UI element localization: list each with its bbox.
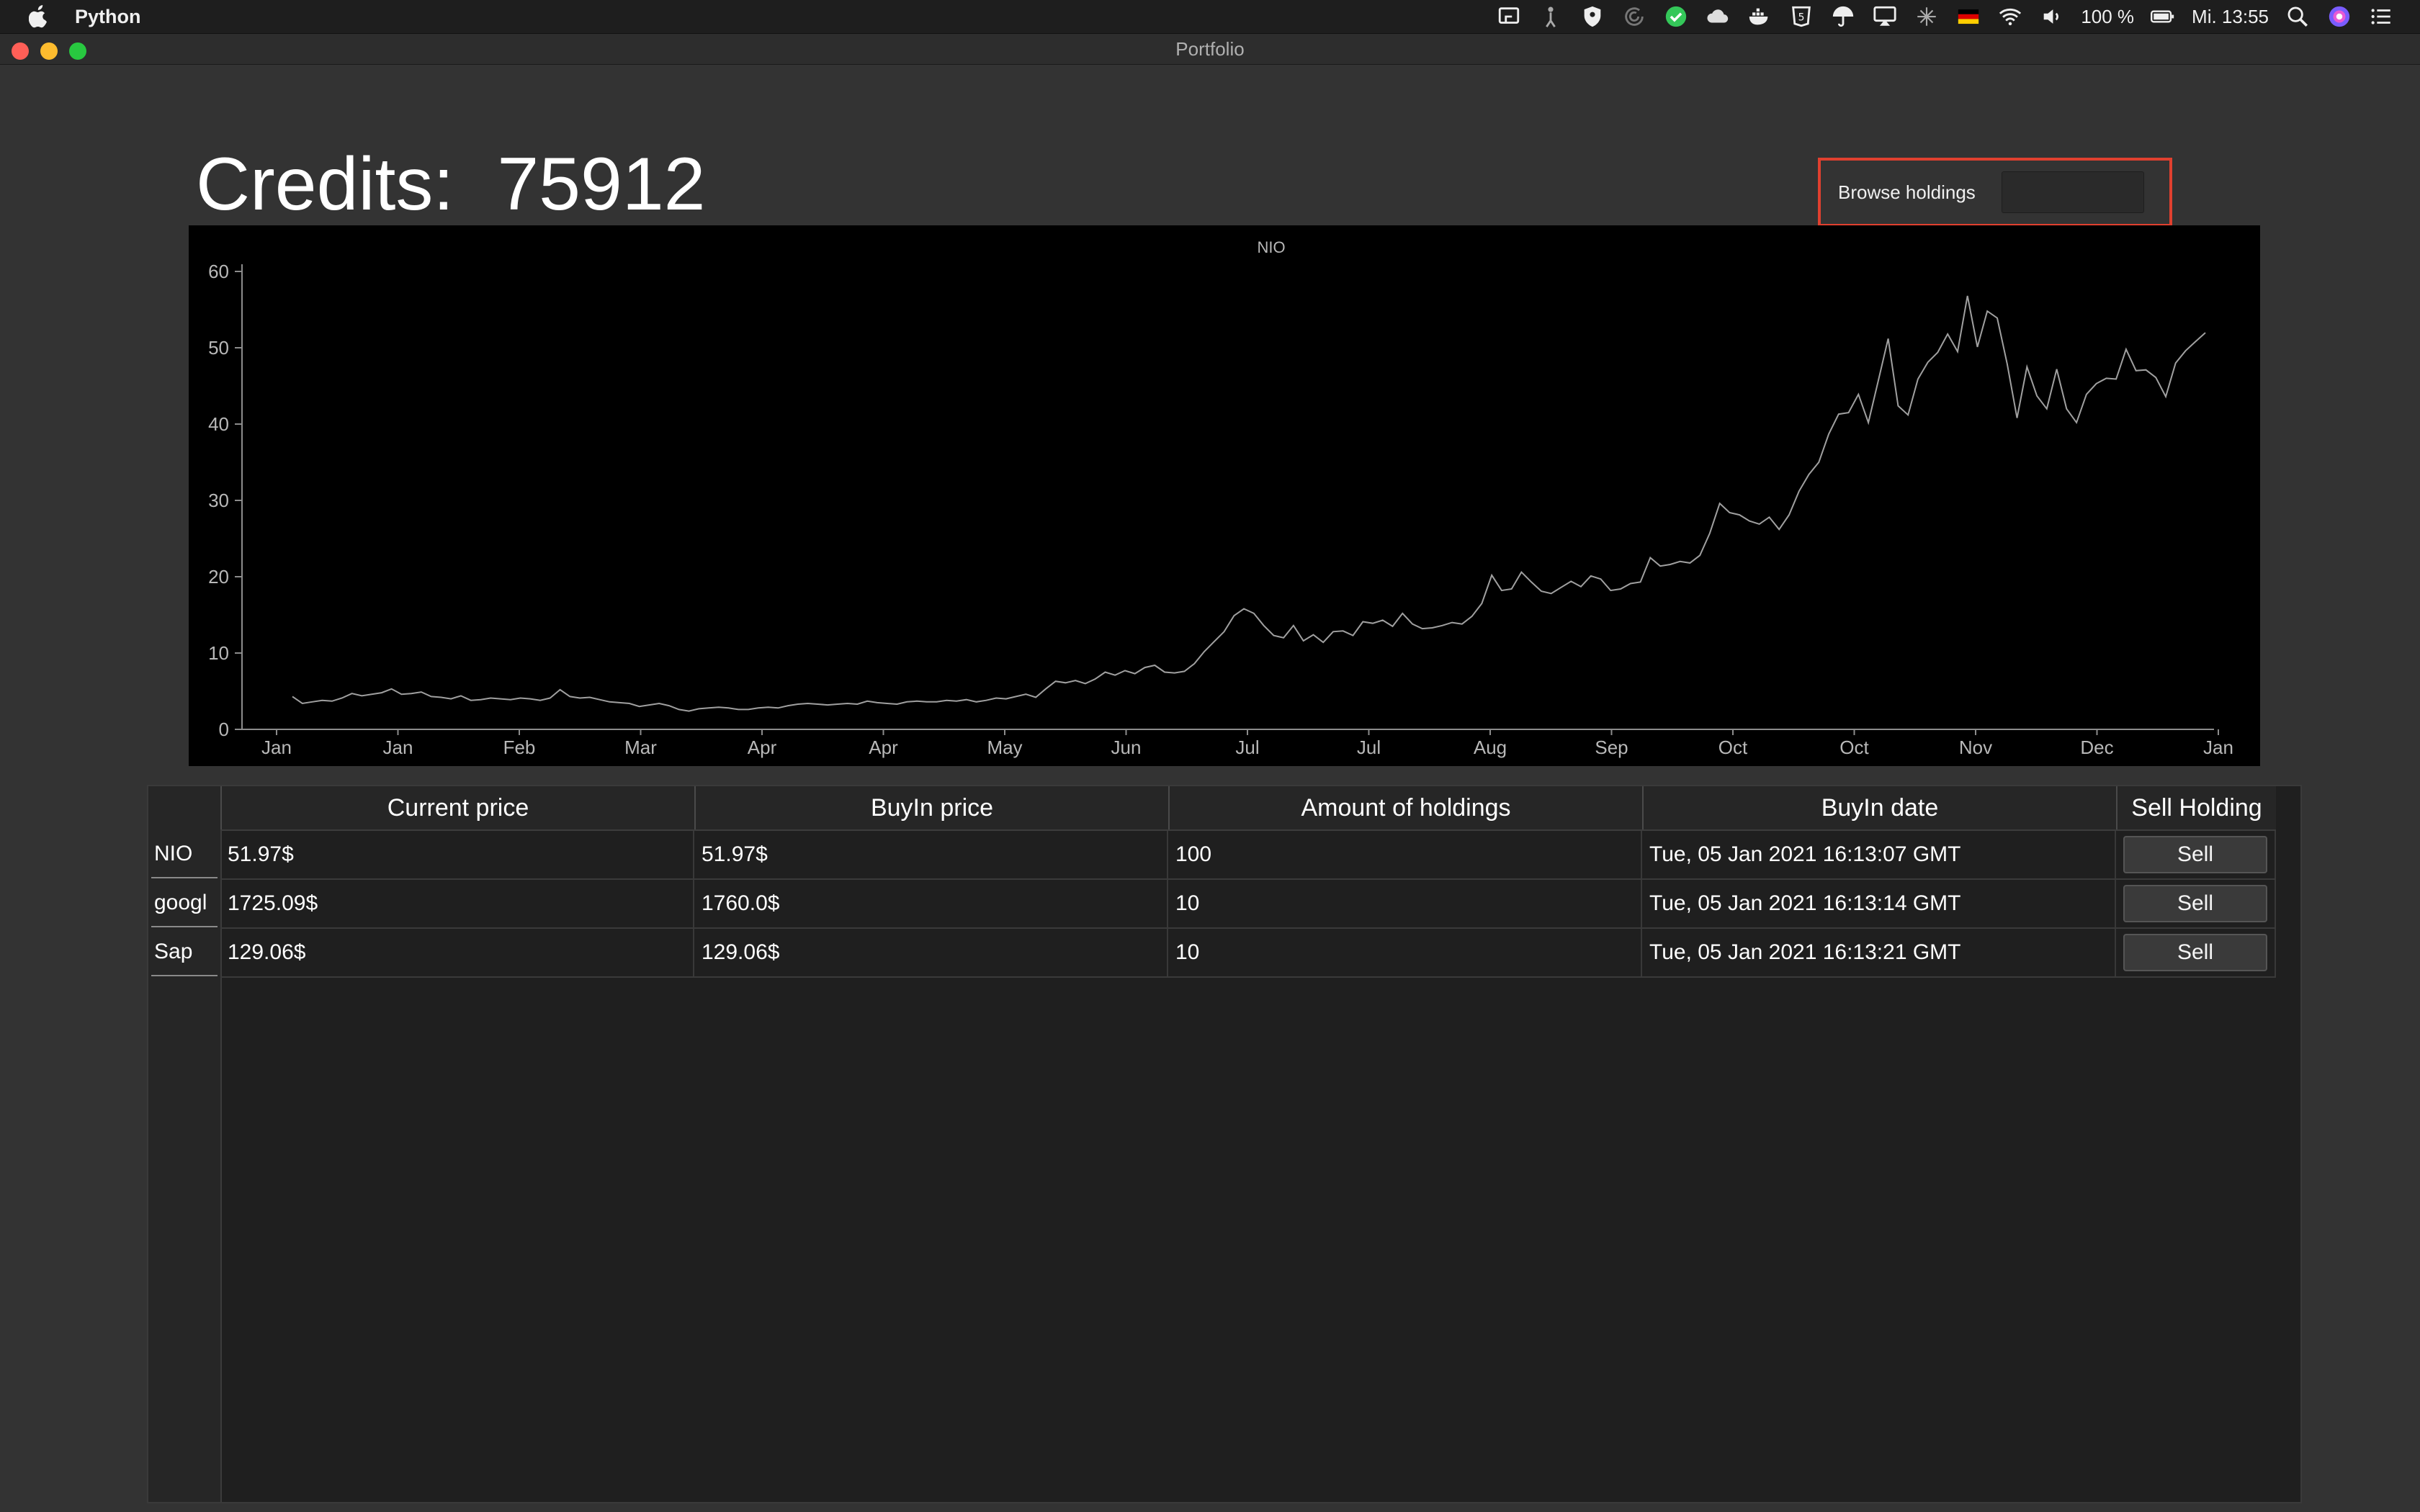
docker-icon[interactable] xyxy=(1747,4,1773,30)
cell-sell: Sell xyxy=(2116,929,2276,976)
price-chart-svg: NIO 0 10 20 30 40 50 60 Jan Jan Feb Mar Apr Apr May Jun… xyxy=(208,238,2233,758)
umbrella-icon[interactable] xyxy=(1830,4,1856,30)
zoom-button[interactable] xyxy=(69,42,86,60)
y-tick-label: 60 xyxy=(208,261,229,282)
spotlight-icon[interactable] xyxy=(2285,4,2311,30)
battery-icon[interactable] xyxy=(2150,4,2176,30)
cell-amount[interactable]: 10 xyxy=(1168,880,1642,927)
cell-amount[interactable]: 100 xyxy=(1168,831,1642,878)
cell-current-price[interactable]: 1725.09$ xyxy=(220,880,694,927)
window-titlebar[interactable]: Portfolio xyxy=(0,34,2420,65)
x-tick-label: Apr xyxy=(869,737,898,758)
x-tick-label: Aug xyxy=(1474,737,1507,758)
x-tick-label: Nov xyxy=(1959,737,1992,758)
y-tick-label: 30 xyxy=(208,490,229,511)
cell-sell: Sell xyxy=(2116,831,2276,878)
cell-buyin-price[interactable]: 51.97$ xyxy=(694,831,1168,878)
price-chart: NIO 0 10 20 30 40 50 60 Jan Jan Feb Mar Apr Apr May Jun… xyxy=(189,225,2260,766)
window-title: Portfolio xyxy=(1175,38,1245,60)
close-button[interactable] xyxy=(12,42,29,60)
minimize-button[interactable] xyxy=(40,42,58,60)
table-header: Current price BuyIn price Amount of hold… xyxy=(220,786,2276,831)
y-tick-label: 10 xyxy=(208,642,229,664)
browse-holdings-label: Browse holdings xyxy=(1838,181,1976,203)
holdings-table: Current price BuyIn price Amount of hold… xyxy=(147,785,2302,1503)
column-header-sell-holding[interactable]: Sell Holding xyxy=(2116,786,2276,829)
row-header-column xyxy=(148,786,222,1502)
column-header-current-price[interactable]: Current price xyxy=(220,786,694,829)
credits-display: Credits: 75912 xyxy=(196,142,706,228)
control-center-icon[interactable] xyxy=(2368,4,2394,30)
html5-icon[interactable]: 5 xyxy=(1788,4,1814,30)
y-tick-label: 40 xyxy=(208,413,229,435)
menu-bar: Python 5 100 % Mi. 13:55 xyxy=(0,0,2420,34)
x-tick-label: Jan xyxy=(383,737,413,758)
accessibility-icon[interactable] xyxy=(1538,4,1564,30)
menu-bar-clock[interactable]: Mi. 13:55 xyxy=(2192,5,2269,27)
x-tick-label: Mar xyxy=(624,737,657,758)
y-tick-label: 20 xyxy=(208,566,229,588)
cell-buyin-date[interactable]: Tue, 05 Jan 2021 16:13:07 GMT xyxy=(1642,831,2116,878)
siri-icon[interactable] xyxy=(2326,4,2352,30)
table-row: googl 1725.09$ 1760.0$ 10 Tue, 05 Jan 20… xyxy=(148,880,2300,929)
cell-buyin-date[interactable]: Tue, 05 Jan 2021 16:13:21 GMT xyxy=(1642,929,2116,976)
german-flag-icon[interactable] xyxy=(1955,4,1981,30)
cell-buyin-price[interactable]: 129.06$ xyxy=(694,929,1168,976)
column-header-buyin-date[interactable]: BuyIn date xyxy=(1642,786,2116,829)
x-tick-label: Jul xyxy=(1357,737,1381,758)
y-tick-label: 50 xyxy=(208,337,229,359)
sell-button[interactable]: Sell xyxy=(2123,934,2267,971)
cell-current-price[interactable]: 51.97$ xyxy=(220,831,694,878)
chart-title: NIO xyxy=(1257,238,1285,256)
x-tick-label: Jan xyxy=(261,737,292,758)
x-tick-label: Apr xyxy=(748,737,777,758)
x-tick-label: Oct xyxy=(1839,737,1869,758)
sell-button[interactable]: Sell xyxy=(2123,836,2267,873)
browse-holdings-input[interactable] xyxy=(2001,171,2144,213)
row-header[interactable]: NIO xyxy=(151,831,218,878)
x-tick-label: Jul xyxy=(1235,737,1259,758)
column-header-amount[interactable]: Amount of holdings xyxy=(1168,786,1642,829)
sell-button[interactable]: Sell xyxy=(2123,885,2267,922)
screen-mirror-icon[interactable] xyxy=(1496,4,1522,30)
row-header[interactable]: googl xyxy=(151,880,218,927)
x-tick-label: Sep xyxy=(1595,737,1628,758)
svg-text:5: 5 xyxy=(1798,12,1805,24)
y-tick-label: 0 xyxy=(219,719,229,740)
cell-sell: Sell xyxy=(2116,880,2276,927)
x-tick-label: Jan xyxy=(2203,737,2233,758)
x-tick-label: Feb xyxy=(503,737,536,758)
column-header-buyin-price[interactable]: BuyIn price xyxy=(694,786,1168,829)
cell-buyin-date[interactable]: Tue, 05 Jan 2021 16:13:14 GMT xyxy=(1642,880,2116,927)
volume-icon[interactable] xyxy=(2039,4,2065,30)
x-tick-label: Oct xyxy=(1718,737,1748,758)
browse-holdings-group: Browse holdings xyxy=(1818,158,2172,227)
apple-icon[interactable] xyxy=(29,5,49,28)
x-tick-label: May xyxy=(987,737,1022,758)
table-row: Sap 129.06$ 129.06$ 10 Tue, 05 Jan 2021 … xyxy=(148,929,2300,978)
cell-current-price[interactable]: 129.06$ xyxy=(220,929,694,976)
cell-amount[interactable]: 10 xyxy=(1168,929,1642,976)
series-line xyxy=(292,295,2206,712)
table-row: NIO 51.97$ 51.97$ 100 Tue, 05 Jan 2021 1… xyxy=(148,831,2300,880)
sync-icon[interactable] xyxy=(1621,4,1647,30)
airplay-icon[interactable] xyxy=(1872,4,1898,30)
wifi-icon[interactable] xyxy=(1997,4,2023,30)
checkmark-icon[interactable] xyxy=(1663,4,1689,30)
x-tick-label: Jun xyxy=(1111,737,1142,758)
credits-label: Credits: xyxy=(196,143,454,226)
shield-icon[interactable] xyxy=(1579,4,1605,30)
credits-value: 75912 xyxy=(497,143,706,226)
cell-buyin-price[interactable]: 1760.0$ xyxy=(694,880,1168,927)
x-tick-label: Dec xyxy=(2080,737,2113,758)
battery-percent: 100 % xyxy=(2081,5,2135,27)
plus-cross-icon[interactable] xyxy=(1914,4,1940,30)
app-name[interactable]: Python xyxy=(75,5,141,27)
cloud-icon[interactable] xyxy=(1705,4,1731,30)
row-header[interactable]: Sap xyxy=(151,929,218,976)
